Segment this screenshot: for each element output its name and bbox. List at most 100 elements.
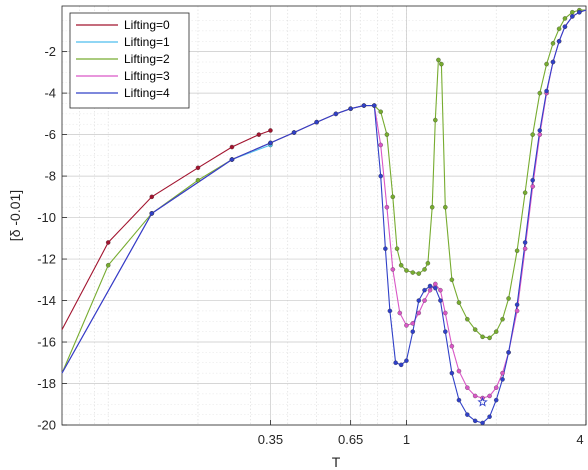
data-point-4 [480, 420, 485, 426]
data-point-3 [384, 204, 390, 210]
data-point-4 [149, 211, 155, 216]
x-tick-label: 0.65 [338, 432, 363, 447]
data-point-4 [229, 157, 235, 162]
data-point-3 [390, 267, 396, 272]
data-point-4 [378, 173, 383, 179]
x-axis-title: T [332, 454, 341, 470]
data-point-2 [514, 248, 520, 254]
data-point-0 [195, 165, 201, 171]
data-point-2 [436, 57, 441, 63]
data-point-2 [556, 26, 562, 32]
data-point-4 [427, 283, 433, 289]
data-point-2 [456, 300, 462, 305]
data-point-0 [149, 194, 155, 200]
data-point-4 [291, 130, 297, 135]
data-point-4 [393, 360, 398, 366]
data-point-2 [562, 16, 568, 21]
data-point-2 [195, 177, 201, 183]
data-point-2 [394, 246, 400, 251]
data-point-4 [348, 106, 353, 111]
data-point-2 [422, 267, 427, 272]
data-point-3 [537, 132, 543, 137]
data-point-3 [422, 298, 427, 303]
data-point-2 [530, 132, 535, 137]
data-point-3 [427, 287, 433, 293]
data-point-2 [443, 204, 448, 210]
data-point-2 [506, 296, 511, 301]
data-point-3 [397, 310, 403, 316]
data-point-4 [514, 302, 520, 307]
data-point-4 [268, 140, 273, 146]
x-tick-label: 1 [403, 432, 410, 447]
legend: Lifting=0 Lifting=1 Lifting=2 Lifting=3 Lift… [69, 12, 190, 109]
data-point-2 [449, 277, 455, 283]
data-point-2 [500, 316, 505, 322]
x-tick-label: 4 [576, 432, 583, 447]
data-point-2 [416, 271, 422, 276]
data-point-4 [530, 177, 535, 183]
data-point-3 [449, 343, 455, 349]
data-point-4 [522, 240, 528, 245]
data-point-4 [577, 9, 582, 15]
data-point-3 [530, 184, 535, 189]
data-point-3 [514, 308, 520, 314]
data-point-4 [456, 397, 462, 403]
data-point-2 [570, 9, 575, 15]
y-tick-label: -20 [37, 418, 56, 433]
data-point-4 [361, 103, 367, 108]
data-point-4 [556, 39, 562, 44]
legend-label: Lifting=4 [124, 86, 170, 100]
data-point-4 [506, 350, 511, 355]
data-point-4 [433, 285, 438, 291]
data-point-0 [105, 240, 111, 245]
data-point-3 [416, 310, 422, 316]
legend-label: Lifting=0 [124, 18, 170, 32]
y-tick-label: -16 [37, 335, 56, 350]
data-point-4 [387, 308, 393, 314]
data-point-4 [537, 128, 543, 133]
data-point-4 [404, 358, 409, 363]
data-point-3 [456, 368, 462, 374]
data-point-4 [500, 377, 505, 382]
data-point-4 [465, 412, 470, 417]
data-point-2 [537, 90, 543, 96]
legend-label: Lifting=3 [124, 69, 170, 83]
y-tick-label: -8 [44, 169, 56, 184]
series-markers [105, 7, 582, 426]
data-point-4 [372, 103, 377, 108]
y-tick-label: -6 [44, 127, 56, 142]
data-point-4 [550, 59, 556, 65]
data-point-4 [438, 298, 443, 303]
legend-label: Lifting=2 [124, 52, 170, 66]
data-point-3 [443, 310, 448, 316]
data-point-3 [472, 393, 478, 399]
data-point-3 [493, 385, 499, 390]
star-marker [477, 396, 488, 407]
data-point-2 [487, 335, 492, 341]
data-point-2 [410, 270, 416, 275]
data-point-4 [416, 298, 422, 303]
data-point-4 [314, 119, 319, 125]
data-point-3 [487, 393, 492, 399]
y-tick-label: -18 [37, 376, 56, 391]
data-point-4 [487, 414, 492, 419]
data-point-4 [544, 88, 549, 94]
data-point-3 [378, 142, 383, 148]
data-point-3 [433, 281, 438, 287]
data-point-2 [398, 263, 404, 268]
data-point-4 [570, 14, 575, 19]
data-point-2 [480, 334, 485, 340]
x-tick-label: 0.35 [258, 432, 283, 447]
data-point-2 [105, 263, 111, 268]
data-point-2 [404, 268, 409, 273]
data-point-2 [493, 329, 499, 334]
grid [62, 6, 587, 426]
plot-frame [61, 5, 587, 426]
data-point-3 [410, 321, 416, 326]
data-point-0 [268, 128, 273, 133]
data-point-2 [390, 194, 396, 200]
data-point-2 [429, 204, 435, 210]
data-point-4 [449, 370, 455, 376]
data-point-0 [256, 132, 262, 137]
